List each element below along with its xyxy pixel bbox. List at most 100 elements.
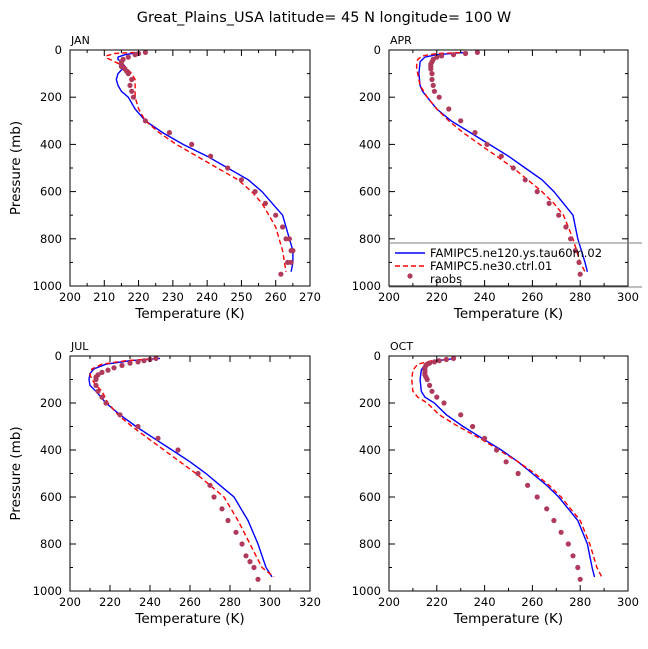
raobs-point [243, 553, 249, 559]
raobs-point [93, 382, 99, 388]
y-tick-label: 800 [359, 537, 381, 551]
legend: FAMIPC5.ne120.ys.tau60m.02FAMIPC5.ne30.c… [389, 242, 642, 288]
raobs-point [431, 88, 437, 94]
y-tick-label: 400 [40, 137, 62, 151]
raobs-point [570, 553, 576, 559]
y-tick-label: 200 [40, 396, 62, 410]
x-tick-label: 260 [521, 595, 543, 609]
y-axis-label: Pressure (mb) [8, 426, 24, 520]
y-tick-label: 600 [40, 490, 62, 504]
y-tick-label: 800 [40, 537, 62, 551]
y-tick-label: 200 [359, 90, 381, 104]
y-tick-label: 200 [359, 396, 381, 410]
legend-label: raobs [430, 272, 462, 286]
x-tick-label: 280 [569, 595, 591, 609]
raobs-point [576, 259, 582, 265]
raobs-point [166, 130, 172, 136]
raobs-point [544, 506, 550, 512]
series-line-ne30 [415, 51, 586, 273]
raobs-point [439, 53, 445, 59]
x-tick-label: 240 [196, 290, 218, 304]
raobs-point [155, 435, 161, 441]
raobs-point [462, 50, 469, 57]
y-tick-label: 400 [359, 137, 381, 151]
raobs-point [565, 541, 571, 547]
y-tick-label: 0 [374, 43, 381, 57]
raobs-point [470, 423, 476, 430]
raobs-point [285, 259, 291, 265]
raobs-point [522, 177, 528, 183]
raobs-point [290, 248, 296, 254]
raobs-point [450, 355, 457, 361]
raobs-point [130, 94, 136, 100]
raobs-point [239, 541, 245, 547]
raobs-point [125, 54, 131, 60]
series-line-ne30 [410, 357, 603, 578]
raobs-point [429, 71, 435, 77]
raobs-point [247, 559, 253, 565]
raobs-point [119, 362, 125, 368]
plot-frame [69, 355, 311, 592]
raobs-point [534, 189, 540, 195]
x-tick-label: 300 [259, 595, 281, 609]
raobs-point [129, 88, 135, 94]
raobs-point [436, 358, 442, 364]
raobs-point [430, 82, 436, 88]
raobs-point [515, 470, 521, 477]
raobs-point [577, 576, 583, 582]
x-tick-label: 320 [299, 595, 321, 609]
raobs-point [280, 224, 286, 230]
legend-label: FAMIPC5.ne120.ys.tau60m.02 [430, 246, 602, 260]
raobs-point [278, 271, 284, 277]
raobs-point [208, 153, 214, 159]
raobs-point [534, 494, 540, 500]
raobs-point [251, 564, 257, 571]
raobs-point [225, 165, 231, 171]
x-tick-label: 300 [617, 595, 639, 609]
raobs-point [233, 529, 239, 535]
y-tick-label: 200 [40, 90, 62, 104]
panel-apr: 200 220 240 260 280 300 0 200 400 600 800 1000 APR Te… [352, 34, 639, 322]
x-tick-label: 260 [521, 290, 543, 304]
raobs-point [498, 153, 504, 159]
raobs-point [117, 412, 123, 418]
plot-frame [388, 355, 629, 592]
raobs-point [575, 564, 581, 571]
raobs-point [424, 376, 430, 383]
x-tick-label: 200 [378, 290, 400, 304]
raobs-point [556, 212, 562, 218]
raobs-point [135, 359, 141, 365]
panel-jul: 200 220 240 260 280 300 320 0 200 400 600 800 1000 JU… [8, 340, 321, 627]
figure-title: Great_Plains_USA latitude= 45 N longitud… [137, 10, 512, 26]
raobs-point [141, 358, 147, 364]
panel-jan: 200 210 220 230 240 250 260 270 0 200 400 600 800 100… [8, 34, 321, 322]
raobs-point [262, 200, 268, 206]
raobs-point [273, 212, 279, 218]
raobs-point [450, 52, 457, 58]
series-line-ne120 [115, 51, 294, 272]
y-tick-label: 0 [374, 349, 381, 363]
raobs-point [127, 82, 133, 88]
raobs-point [211, 494, 217, 500]
raobs-point [443, 356, 449, 363]
y-tick-label: 600 [40, 185, 62, 199]
raobs-point [558, 529, 564, 535]
y-axis-label: Pressure (mb) [8, 121, 24, 215]
raobs-point [225, 517, 231, 524]
raobs-point [563, 224, 569, 230]
y-tick-label: 600 [359, 185, 381, 199]
legend-swatch-raobs [407, 273, 413, 279]
x-tick-label: 240 [139, 595, 161, 609]
raobs-point [175, 447, 181, 453]
y-tick-label: 1000 [33, 279, 62, 293]
raobs-point [125, 71, 131, 77]
series-line-ne30 [89, 357, 275, 578]
raobs-point [207, 482, 213, 488]
y-tick-label: 1000 [33, 584, 62, 598]
raobs-point [99, 394, 105, 400]
x-tick-label: 270 [299, 290, 321, 304]
x-tick-label: 300 [617, 290, 639, 304]
y-tick-label: 1000 [352, 279, 381, 293]
raobs-point [458, 118, 464, 124]
